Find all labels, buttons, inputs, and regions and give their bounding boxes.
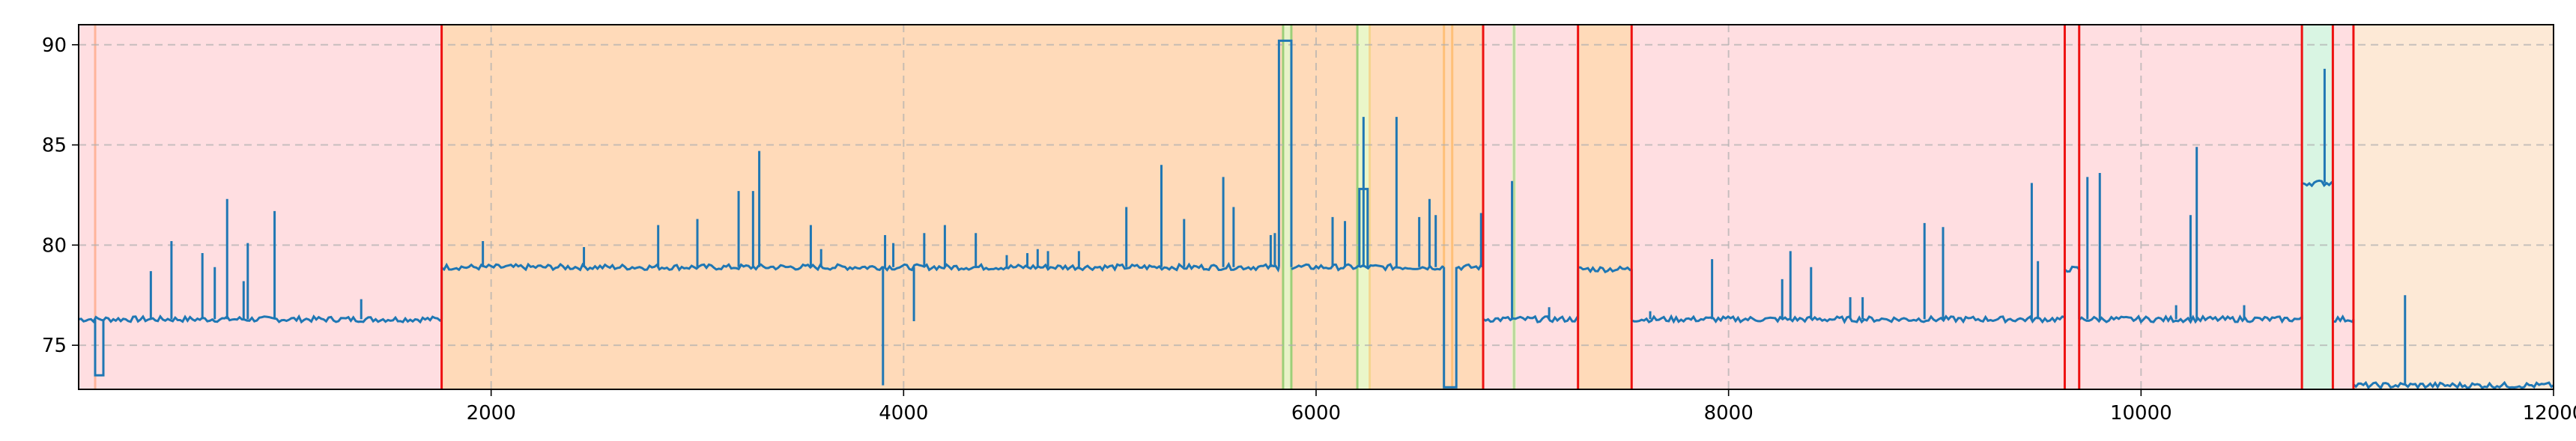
segment-band-1 xyxy=(441,25,1283,389)
series-baseline-9 xyxy=(2301,179,2333,188)
series-baseline-4 xyxy=(1482,314,1580,323)
x-tick-label-0: 2000 xyxy=(467,402,516,425)
x-tick-label-2: 6000 xyxy=(1291,402,1341,425)
series-baseline-5 xyxy=(1578,265,1632,274)
series-baseline-2 xyxy=(1291,263,1445,272)
segment-band-8 xyxy=(1516,25,1578,389)
y-tick-label-2: 85 xyxy=(42,135,67,157)
y-tick-label-1: 80 xyxy=(42,234,67,257)
series-baseline-8 xyxy=(2078,314,2303,324)
segment-band-5 xyxy=(1369,25,1484,389)
y-tick-label-3: 90 xyxy=(42,34,67,57)
segment-band-6 xyxy=(1483,25,1512,389)
series-baseline-10 xyxy=(2333,314,2355,324)
series-baseline-3 xyxy=(1455,263,1485,272)
background-bands xyxy=(79,25,2554,389)
segment-band-0 xyxy=(79,25,442,389)
series-baseline-0 xyxy=(78,314,443,324)
series-plateau-3 xyxy=(94,319,105,377)
series-baseline-11 xyxy=(2352,380,2554,390)
x-tick-label-1: 4000 xyxy=(879,402,928,425)
segment-band-15 xyxy=(2353,25,2554,389)
segment-band-2 xyxy=(1282,25,1291,389)
segment-band-3 xyxy=(1291,25,1358,389)
grid xyxy=(79,25,2554,389)
series-plateau-2 xyxy=(1443,267,1458,389)
x-tick-label-3: 8000 xyxy=(1704,402,1754,425)
segment-band-11 xyxy=(2064,25,2079,389)
segment-band-9 xyxy=(1578,25,1632,389)
y-axis: 75 80 85 90 xyxy=(42,34,79,357)
x-tick-label-5: 12000 xyxy=(2523,402,2576,425)
segment-band-13 xyxy=(2302,25,2333,389)
series-group xyxy=(78,39,2554,390)
x-tick-label-4: 10000 xyxy=(2110,402,2172,425)
series-plateau-0 xyxy=(1277,39,1293,267)
segment-band-14 xyxy=(2333,25,2354,389)
x-axis: 2000 4000 6000 8000 10000 12000 xyxy=(467,389,2576,425)
segment-band-12 xyxy=(2079,25,2303,389)
y-tick-label-0: 75 xyxy=(42,335,67,357)
series-baseline-7 xyxy=(2064,265,2080,273)
boundary-lines xyxy=(440,25,2355,389)
series-baseline-1 xyxy=(440,261,1280,273)
segment-band-10 xyxy=(1631,25,2065,389)
